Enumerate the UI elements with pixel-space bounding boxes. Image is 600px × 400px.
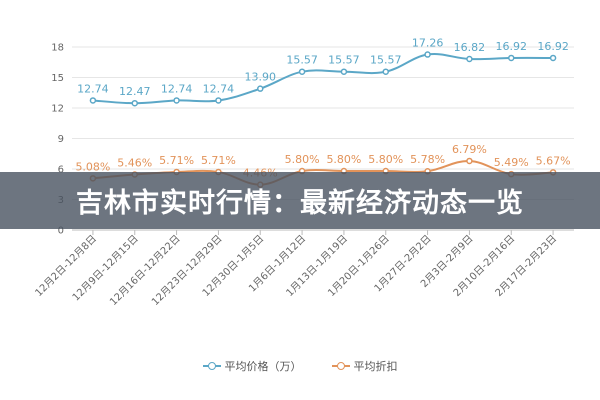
legend-discount-marker-icon (331, 361, 350, 371)
legend-discount-label: 平均折扣 (353, 360, 398, 373)
data-point[interactable] (173, 97, 180, 104)
y-tick-label: 12 (51, 104, 64, 115)
data-label: 12.74 (161, 82, 193, 95)
data-point[interactable] (298, 68, 306, 75)
data-label: 5.49% (494, 156, 529, 169)
data-label: 5.80% (326, 153, 361, 166)
data-point[interactable] (340, 68, 348, 75)
legend-item-price[interactable]: 平均价格（万） (202, 358, 302, 374)
data-point[interactable] (215, 97, 222, 104)
data-label: 5.80% (368, 153, 403, 166)
data-label: 12.74 (77, 82, 109, 95)
legend: 平均价格（万） 平均折扣 (0, 358, 600, 374)
data-point[interactable] (466, 55, 473, 63)
y-tick-label: 0 (58, 226, 64, 237)
x-axis: 12月2日-12月8日12月9日-12月15日12月16日-12月22日12月2… (33, 230, 559, 308)
data-point[interactable] (466, 157, 473, 165)
y-tick-label: 9 (58, 134, 64, 145)
data-label: 12.47 (119, 85, 151, 98)
title-banner: 吉林市实时行情：最新经济动态一览 (0, 172, 600, 229)
data-point[interactable] (131, 99, 138, 107)
legend-price-label: 平均价格（万） (224, 360, 302, 373)
legend-item-discount[interactable]: 平均折扣 (331, 358, 398, 374)
y-tick-label: 6 (58, 165, 64, 176)
data-point[interactable] (89, 97, 97, 104)
x-tick-label: 12月16日-12月22日 (107, 233, 182, 308)
data-label: 15.57 (370, 54, 402, 67)
data-point[interactable] (382, 68, 389, 75)
data-label: 5.67% (536, 154, 571, 167)
data-point[interactable] (257, 85, 264, 92)
data-label: 5.80% (285, 153, 320, 166)
data-label: 17.26 (412, 37, 444, 50)
data-label: 13.90 (245, 71, 277, 84)
data-label: 15.57 (328, 54, 360, 67)
data-label: 5.78% (410, 153, 445, 166)
data-point[interactable] (549, 54, 557, 62)
series-line-0 (92, 53, 554, 105)
data-label: 5.71% (159, 154, 194, 167)
banner-title: 吉林市实时行情：最新经济动态一览 (76, 188, 524, 219)
x-tick-label: 12月23日-12月29日 (149, 233, 224, 308)
data-label: 15.57 (286, 54, 318, 67)
y-tick-label: 15 (51, 73, 64, 84)
data-label: 5.71% (201, 154, 236, 167)
data-label: 16.92 (496, 40, 528, 53)
data-label: 5.08% (75, 160, 110, 173)
legend-price-marker-icon (202, 361, 221, 371)
data-label: 16.82 (454, 41, 486, 54)
data-point[interactable] (508, 54, 515, 62)
data-label: 6.79% (452, 143, 487, 156)
y-tick-label: 18 (51, 43, 64, 54)
data-point[interactable] (424, 51, 431, 58)
data-label: 12.74 (203, 82, 235, 95)
data-label: 5.46% (117, 156, 152, 169)
data-label: 16.92 (537, 40, 569, 53)
series-layer: 12.74 12.47 12.74 12.74 13.90 15.57 15.57 15.57… (75, 37, 571, 188)
